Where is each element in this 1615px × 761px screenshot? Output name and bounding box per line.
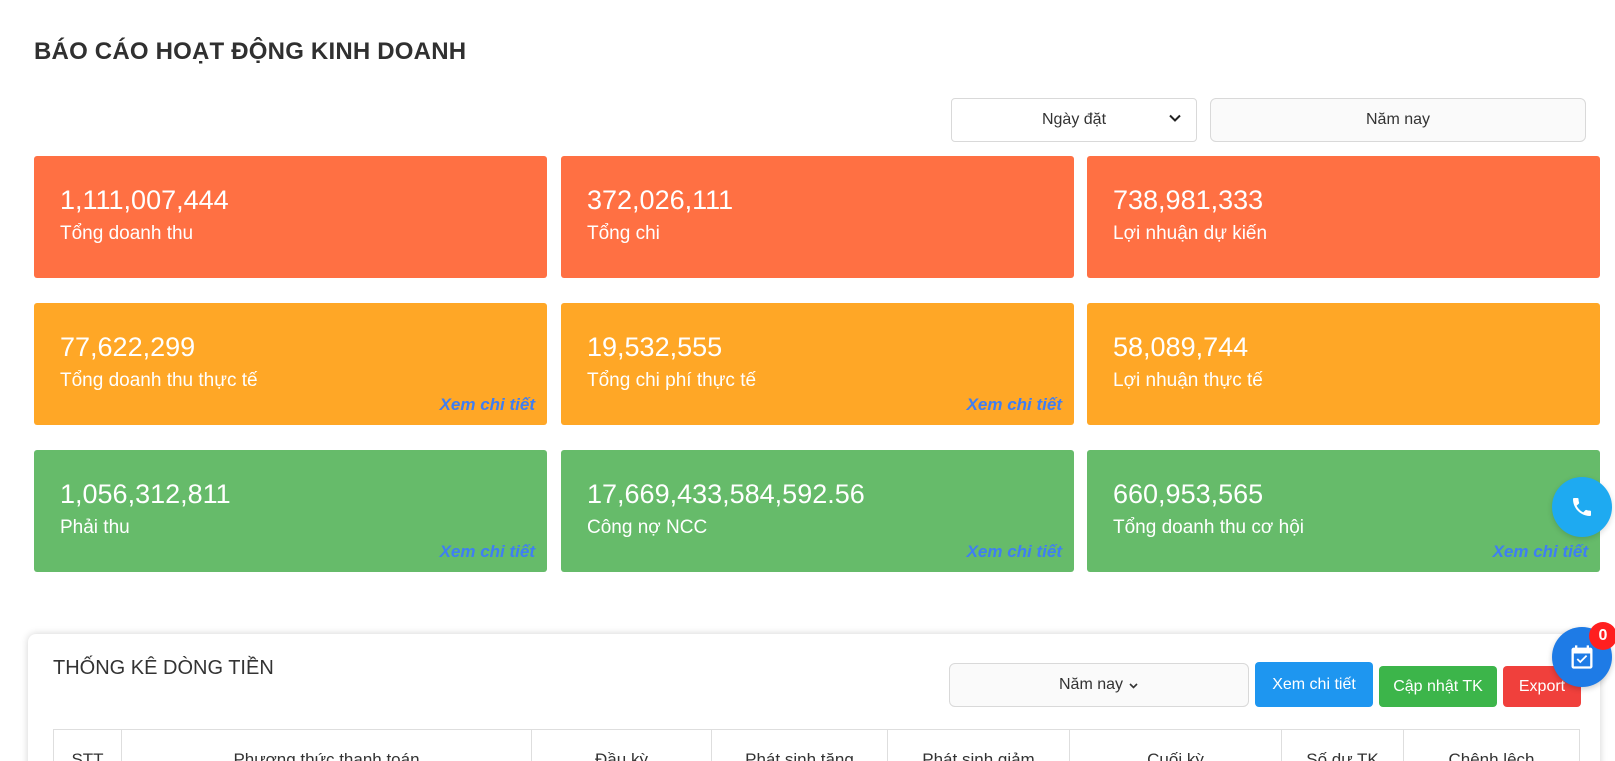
view-detail-link[interactable]: Xem chi tiết <box>439 542 535 561</box>
date-type-select-label: Ngày đặt <box>1041 111 1107 128</box>
view-detail-link[interactable]: Xem chi tiết <box>966 542 1062 561</box>
cashflow-table: STT Phương thức thanh toán Đầu kỳ Phát s… <box>53 729 1580 761</box>
card-value: 1,111,007,444 <box>60 185 229 215</box>
card-value: 17,669,433,584,592.56 <box>587 479 865 509</box>
card-actual-profit: 58,089,744 Lợi nhuận thực tế <box>1087 303 1600 425</box>
card-label: Tổng doanh thu cơ hội <box>1113 517 1304 538</box>
chevron-down-icon <box>1169 114 1181 122</box>
card-value: 77,622,299 <box>60 332 196 362</box>
date-type-select[interactable]: Ngày đặt <box>951 98 1197 142</box>
column-header-decrease[interactable]: Phát sinh giảm <box>887 729 1070 761</box>
card-total-revenue: 1,111,007,444 Tổng doanh thu <box>34 156 547 278</box>
view-detail-link[interactable]: Xem chi tiết <box>1492 542 1588 561</box>
card-label: Tổng doanh thu <box>60 223 194 244</box>
card-value: 1,056,312,811 <box>60 479 231 509</box>
view-detail-button[interactable]: Xem chi tiết <box>1255 662 1373 707</box>
phone-icon <box>1573 498 1591 516</box>
card-opportunity-revenue: 660,953,565 Tổng doanh thu cơ hội Xem ch… <box>1087 450 1600 572</box>
column-header-stt[interactable]: STT <box>53 729 122 761</box>
cashflow-period-label: Năm nay <box>1058 676 1124 693</box>
card-value: 58,089,744 <box>1113 332 1249 362</box>
card-total-expense: 372,026,111 Tổng chi <box>561 156 1074 278</box>
cashflow-title: THỐNG KÊ DÒNG TIỀN <box>53 657 274 679</box>
cashflow-period-select[interactable]: Năm nay <box>949 663 1249 707</box>
column-header-payment-method[interactable]: Phương thức thanh toán <box>121 729 532 761</box>
column-header-opening[interactable]: Đầu kỳ <box>531 729 712 761</box>
card-label: Lợi nhuận dự kiến <box>1113 223 1268 244</box>
card-value: 19,532,555 <box>587 332 723 362</box>
view-detail-link[interactable]: Xem chi tiết <box>439 395 535 414</box>
card-receivable: 1,056,312,811 Phải thu Xem chi tiết <box>34 450 547 572</box>
card-expected-profit: 738,981,333 Lợi nhuận dự kiến <box>1087 156 1600 278</box>
card-label: Tổng chi phí thực tế <box>587 370 757 391</box>
card-label: Phải thu <box>60 517 130 538</box>
chevron-down-icon <box>1129 682 1138 689</box>
column-header-difference[interactable]: Chênh lệch <box>1403 729 1580 761</box>
column-header-account-balance[interactable]: Số dư TK <box>1281 729 1404 761</box>
table-header-row: STT Phương thức thanh toán Đầu kỳ Phát s… <box>53 729 1580 761</box>
card-value: 738,981,333 <box>1113 185 1264 215</box>
card-actual-expense: 19,532,555 Tổng chi phí thực tế Xem chi … <box>561 303 1074 425</box>
card-label: Lợi nhuận thực tế <box>1113 370 1263 391</box>
card-supplier-debt: 17,669,433,584,592.56 Công nợ NCC Xem ch… <box>561 450 1074 572</box>
phone-button[interactable] <box>1552 477 1612 537</box>
column-header-increase[interactable]: Phát sinh tăng <box>711 729 888 761</box>
notification-badge: 0 <box>1589 622 1615 650</box>
card-value: 372,026,111 <box>587 185 734 215</box>
card-label: Công nợ NCC <box>587 517 708 538</box>
card-label: Tổng chi <box>587 223 660 244</box>
view-detail-link[interactable]: Xem chi tiết <box>966 395 1062 414</box>
column-header-closing[interactable]: Cuối kỳ <box>1069 729 1282 761</box>
update-account-button[interactable]: Cập nhật TK <box>1379 666 1497 707</box>
card-label: Tổng doanh thu thực tế <box>60 370 258 391</box>
card-actual-revenue: 77,622,299 Tổng doanh thu thực tế Xem ch… <box>34 303 547 425</box>
period-filter[interactable]: Năm nay <box>1210 98 1586 142</box>
cashflow-panel: THỐNG KÊ DÒNG TIỀN Năm nay Xem chi tiết … <box>28 634 1600 761</box>
card-value: 660,953,565 <box>1113 479 1264 509</box>
calendar-check-icon <box>1571 645 1593 669</box>
page-title: BÁO CÁO HOẠT ĐỘNG KINH DOANH <box>34 38 467 65</box>
